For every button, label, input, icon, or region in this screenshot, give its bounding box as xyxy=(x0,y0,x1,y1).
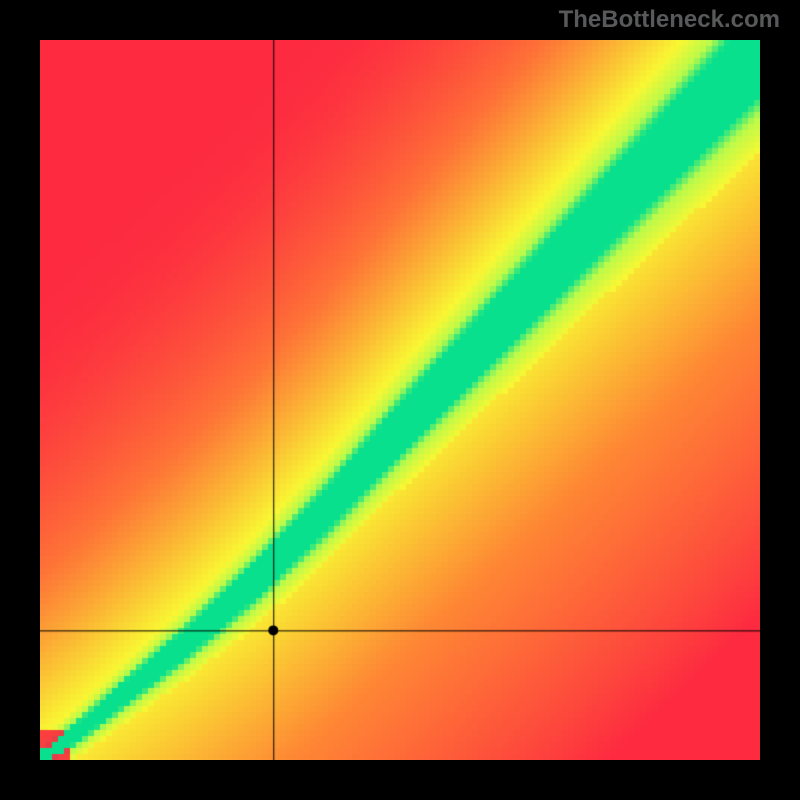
bottleneck-heatmap xyxy=(40,40,760,760)
watermark-text: TheBottleneck.com xyxy=(559,6,780,34)
